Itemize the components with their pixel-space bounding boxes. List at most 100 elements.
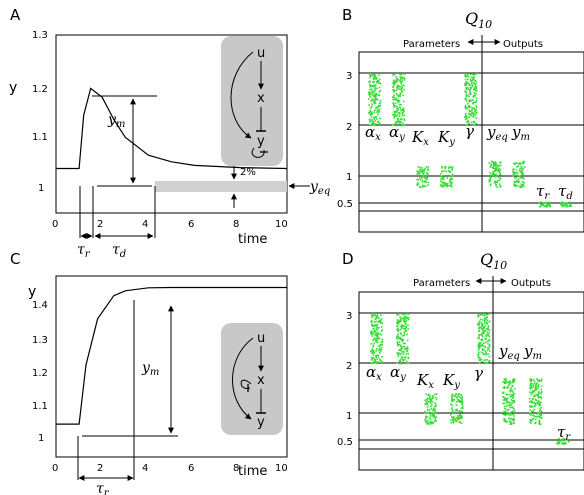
scatter-point xyxy=(425,174,428,177)
scatter-point xyxy=(512,385,514,388)
scatter-point xyxy=(370,93,373,96)
scatter-point xyxy=(397,322,399,324)
scatter-point xyxy=(516,176,518,178)
scatter-point xyxy=(494,163,497,165)
plot-frame-a xyxy=(55,34,288,214)
scatter-point xyxy=(432,396,434,399)
scatter-point xyxy=(495,163,498,166)
scatter-point xyxy=(505,382,507,385)
scatter-point xyxy=(564,439,567,441)
scatter-point xyxy=(512,171,514,173)
scatter-point xyxy=(416,170,418,172)
scatter-point xyxy=(432,415,434,417)
scatter-point xyxy=(534,389,536,391)
scatter-point xyxy=(407,328,409,330)
scatter-point xyxy=(441,166,443,168)
scatter-point xyxy=(376,362,379,365)
scatter-point xyxy=(418,172,420,175)
scatter-point xyxy=(424,180,427,182)
scatter-point xyxy=(398,349,401,351)
scatter-point xyxy=(484,320,486,322)
scatter-point xyxy=(509,380,511,382)
scatter-point xyxy=(393,111,395,113)
scatter-point xyxy=(457,395,459,397)
scatter-point xyxy=(401,124,404,126)
scatter-point xyxy=(494,174,497,176)
scatter-point xyxy=(475,117,478,119)
scatter-point xyxy=(464,98,466,100)
scatter-point xyxy=(539,416,541,419)
scatter-point xyxy=(538,421,541,424)
scatter-point xyxy=(513,415,515,417)
scatter-point xyxy=(515,172,517,174)
scatter-point xyxy=(378,94,381,97)
panel-letter-d: D xyxy=(342,250,354,268)
scatter-point xyxy=(399,85,402,88)
scatter-point xyxy=(425,166,428,168)
scatter-point xyxy=(557,443,559,445)
scatter-point xyxy=(393,94,395,97)
scatter-point xyxy=(486,359,488,361)
scatter-point xyxy=(475,112,477,115)
scatter-point xyxy=(510,398,513,401)
scatter-point xyxy=(374,87,376,90)
scatter-point xyxy=(535,399,538,401)
scatter-point xyxy=(427,173,429,175)
scatter-point xyxy=(510,421,512,423)
scatter-point xyxy=(457,418,459,420)
scatter-point xyxy=(372,78,375,81)
scatter-point xyxy=(371,98,373,100)
scatter-point xyxy=(424,411,426,414)
y-axis-label-a: y xyxy=(9,80,17,96)
scatter-point xyxy=(432,409,434,412)
scatter-point xyxy=(401,358,403,360)
scatter-point xyxy=(534,404,536,407)
scatter-point xyxy=(427,184,429,186)
scatter-point xyxy=(371,357,373,360)
scatter-point xyxy=(530,380,533,383)
scatter-point xyxy=(511,413,514,416)
tau-r-label-a: τr xyxy=(77,242,91,260)
label-alpha-x-b: αx xyxy=(365,123,381,143)
scatter-point xyxy=(435,405,437,407)
x-tick-label: 4 xyxy=(142,463,148,474)
scatter-point xyxy=(519,168,521,170)
scatter-point xyxy=(505,378,507,380)
scatter-point xyxy=(469,73,472,76)
scatter-point xyxy=(532,390,534,392)
scatter-point xyxy=(491,173,494,175)
scatter-point xyxy=(403,325,406,327)
scatter-point xyxy=(380,318,383,320)
scatter-point xyxy=(399,315,401,318)
scatter-point xyxy=(456,397,458,399)
scatter-point xyxy=(378,345,381,347)
scatter-point xyxy=(523,181,525,184)
scatter-point xyxy=(369,80,371,82)
scatter-point xyxy=(470,87,472,89)
scatter-point xyxy=(475,105,478,107)
scatter-point xyxy=(374,75,377,78)
scatter-point xyxy=(454,420,456,422)
scatter-point xyxy=(477,343,480,346)
scatter-point xyxy=(379,104,382,107)
scatter-point xyxy=(540,392,542,395)
y-tick-label: 1.2 xyxy=(32,368,48,379)
panel-b: B Q10 Parameters Outputs 3 2 1 0.5 αx αy… xyxy=(337,6,584,233)
scatter-point xyxy=(461,401,464,404)
scatter-point xyxy=(464,118,467,121)
scatter-point xyxy=(453,416,455,418)
scatter-point xyxy=(372,122,375,124)
scatter-point xyxy=(393,106,395,108)
scatter-point xyxy=(514,181,516,183)
scatter-point xyxy=(445,166,447,168)
scatter-point xyxy=(486,340,489,342)
scatter-point xyxy=(507,381,510,384)
scatter-point xyxy=(377,354,380,357)
scatter-point xyxy=(374,314,377,317)
scatter-point xyxy=(399,73,401,75)
scatter-point xyxy=(470,80,472,82)
scatter-point xyxy=(374,109,376,112)
scatter-point xyxy=(398,112,401,114)
scatter-point xyxy=(502,399,505,401)
scatter-point xyxy=(374,120,377,122)
